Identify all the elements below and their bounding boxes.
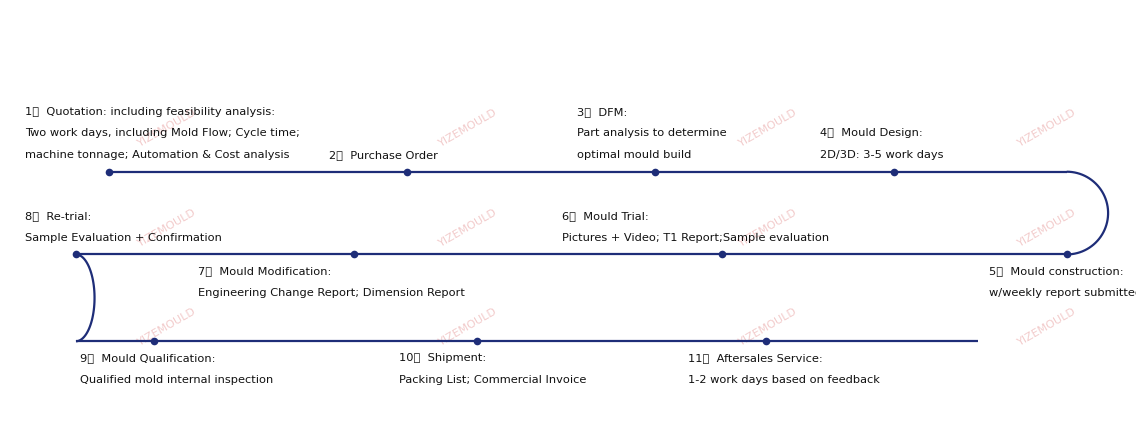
Text: YIZEMOULD: YIZEMOULD	[1016, 108, 1078, 149]
Text: 9、  Mould Qualification:: 9、 Mould Qualification:	[81, 353, 216, 363]
Text: 1-2 work days based on feedback: 1-2 work days based on feedback	[688, 375, 880, 384]
Text: Engineering Change Report; Dimension Report: Engineering Change Report; Dimension Rep…	[199, 288, 466, 298]
Text: YIZEMOULD: YIZEMOULD	[136, 306, 199, 348]
Text: YIZEMOULD: YIZEMOULD	[737, 306, 800, 348]
Text: Qualified mold internal inspection: Qualified mold internal inspection	[81, 375, 274, 384]
Text: 1、  Quotation: including feasibility analysis:: 1、 Quotation: including feasibility anal…	[25, 107, 275, 117]
Text: YIZEMOULD: YIZEMOULD	[436, 207, 499, 248]
Text: YIZEMOULD: YIZEMOULD	[737, 108, 800, 149]
Text: machine tonnage; Automation & Cost analysis: machine tonnage; Automation & Cost analy…	[25, 150, 290, 160]
Text: Part analysis to determine: Part analysis to determine	[577, 128, 727, 138]
Text: 7、  Mould Modification:: 7、 Mould Modification:	[199, 266, 332, 276]
Text: 10、  Shipment:: 10、 Shipment:	[399, 353, 486, 363]
Text: w/weekly report submitted: w/weekly report submitted	[988, 288, 1136, 298]
Text: Pictures + Video; T1 Report;Sample evaluation: Pictures + Video; T1 Report;Sample evalu…	[562, 233, 829, 243]
Text: YIZEMOULD: YIZEMOULD	[136, 207, 199, 248]
Text: YIZEMOULD: YIZEMOULD	[1016, 306, 1078, 348]
Text: YIZEMOULD: YIZEMOULD	[136, 108, 199, 149]
Text: 6、  Mould Trial:: 6、 Mould Trial:	[562, 211, 649, 221]
Text: YIZEMOULD: YIZEMOULD	[1016, 207, 1078, 248]
Text: YIZEMOULD: YIZEMOULD	[737, 207, 800, 248]
Text: YIZEMOULD: YIZEMOULD	[436, 108, 499, 149]
Text: YIZEMOULD: YIZEMOULD	[436, 306, 499, 348]
Text: optimal mould build: optimal mould build	[577, 150, 692, 160]
Text: 3、  DFM:: 3、 DFM:	[577, 107, 627, 117]
Text: Packing List; Commercial Invoice: Packing List; Commercial Invoice	[399, 375, 586, 384]
Text: 5、  Mould construction:: 5、 Mould construction:	[988, 266, 1124, 276]
Text: 2、  Purchase Order: 2、 Purchase Order	[328, 150, 437, 160]
Text: 11、  Aftersales Service:: 11、 Aftersales Service:	[688, 353, 822, 363]
Text: Two work days, including Mold Flow; Cycle time;: Two work days, including Mold Flow; Cycl…	[25, 128, 300, 138]
Text: 4、  Mould Design:: 4、 Mould Design:	[819, 128, 922, 138]
Text: 2D/3D: 3-5 work days: 2D/3D: 3-5 work days	[819, 150, 943, 160]
Text: Sample Evaluation + Confirmation: Sample Evaluation + Confirmation	[25, 233, 222, 243]
Text: 8、  Re-trial:: 8、 Re-trial:	[25, 211, 91, 221]
